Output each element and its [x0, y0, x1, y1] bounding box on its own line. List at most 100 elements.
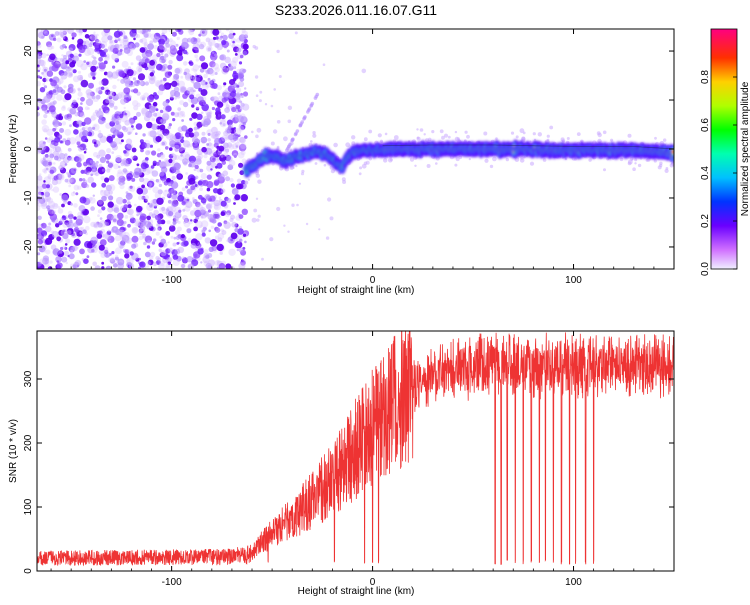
noise-blob	[220, 228, 224, 232]
noise-blob	[190, 219, 193, 222]
noise-blob	[70, 250, 74, 254]
noise-blob	[124, 78, 131, 85]
noise-blob	[159, 207, 164, 212]
noise-blob	[176, 242, 180, 245]
noise-blob	[49, 213, 58, 221]
noise-blob	[220, 114, 226, 120]
noise-blob	[143, 33, 149, 38]
noise-blob	[40, 29, 48, 34]
noise-blob	[60, 89, 66, 95]
noise-blob	[278, 75, 282, 78]
noise-blob	[184, 131, 191, 138]
noise-blob	[603, 168, 606, 172]
noise-blob	[124, 249, 130, 255]
track-outline	[382, 144, 674, 150]
noise-blob	[172, 77, 177, 81]
noise-blob	[77, 110, 84, 117]
noise-blob	[149, 144, 153, 148]
noise-blob	[101, 266, 105, 269]
noise-blob	[125, 239, 130, 244]
noise-blob	[230, 232, 238, 240]
noise-blob	[225, 176, 230, 182]
noise-blob	[203, 115, 210, 123]
noise-blob	[119, 71, 126, 78]
noise-blob	[105, 153, 111, 160]
noise-blob	[51, 188, 54, 192]
noise-blob	[98, 244, 105, 251]
noise-blob	[100, 252, 106, 259]
noise-blob	[186, 86, 195, 95]
noise-blob	[276, 206, 281, 212]
noise-blob	[289, 166, 294, 170]
noise-blob	[116, 93, 123, 100]
noise-blob	[139, 261, 146, 268]
noise-blob	[69, 87, 76, 94]
noise-blob	[56, 236, 62, 242]
noise-blob	[101, 195, 107, 202]
noise-blob	[136, 213, 140, 217]
noise-blob	[53, 203, 58, 208]
noise-blob	[145, 49, 153, 58]
noise-blob	[174, 230, 180, 236]
noise-blob	[46, 128, 54, 136]
noise-blob	[232, 72, 239, 79]
noise-blob	[226, 239, 230, 243]
noise-blob	[54, 136, 61, 143]
noise-blob	[144, 235, 153, 243]
noise-blob	[197, 153, 204, 160]
noise-blob	[69, 124, 72, 128]
noise-blob	[93, 42, 100, 49]
noise-blob	[46, 110, 50, 113]
noise-blob	[165, 231, 171, 236]
noise-blob	[214, 67, 220, 73]
noise-blob	[107, 91, 115, 98]
noise-blob	[92, 126, 96, 130]
noise-blob	[52, 119, 59, 126]
noise-blob	[90, 65, 97, 73]
noise-blob	[226, 142, 233, 148]
noise-blob	[37, 239, 44, 245]
spectrogram-xtick-label: -100	[162, 275, 182, 286]
noise-blob	[190, 242, 197, 249]
noise-blob	[186, 198, 190, 202]
noise-blob	[131, 235, 139, 243]
noise-blob	[185, 200, 193, 208]
noise-blob	[42, 168, 47, 173]
noise-blob	[45, 77, 49, 82]
noise-blob	[86, 92, 94, 100]
noise-blob	[134, 167, 142, 175]
noise-blob	[135, 33, 141, 39]
noise-blob	[239, 100, 243, 104]
noise-blob	[96, 161, 99, 164]
noise-blob	[205, 37, 211, 43]
noise-blob	[174, 112, 180, 118]
colorbar-label: Normalized spectral amplitude	[740, 81, 750, 216]
noise-blob	[66, 230, 72, 235]
noise-blob	[194, 164, 199, 170]
noise-blob	[225, 263, 232, 269]
noise-blob	[238, 214, 244, 220]
noise-blob	[144, 163, 149, 169]
noise-blob	[135, 55, 142, 61]
noise-blob	[165, 105, 172, 112]
noise-blob	[133, 115, 138, 121]
noise-blob	[157, 148, 161, 152]
noise-blob	[162, 113, 170, 121]
noise-blob	[514, 157, 520, 163]
noise-blob	[218, 196, 222, 200]
noise-blob	[133, 37, 136, 41]
noise-blob	[195, 49, 200, 54]
noise-blob	[237, 183, 244, 190]
noise-blob	[241, 30, 249, 38]
spectrogram-ylabel: Frequency (Hz)	[8, 115, 19, 184]
noise-blob	[55, 178, 62, 185]
noise-blob	[152, 101, 158, 107]
noise-blob	[183, 220, 191, 228]
noise-blob	[38, 235, 41, 239]
noise-blob	[141, 109, 149, 117]
noise-blob	[37, 178, 44, 186]
noise-blob	[215, 43, 220, 49]
noise-blob	[103, 60, 108, 65]
noise-blob	[188, 75, 193, 80]
noise-blob	[216, 130, 221, 136]
